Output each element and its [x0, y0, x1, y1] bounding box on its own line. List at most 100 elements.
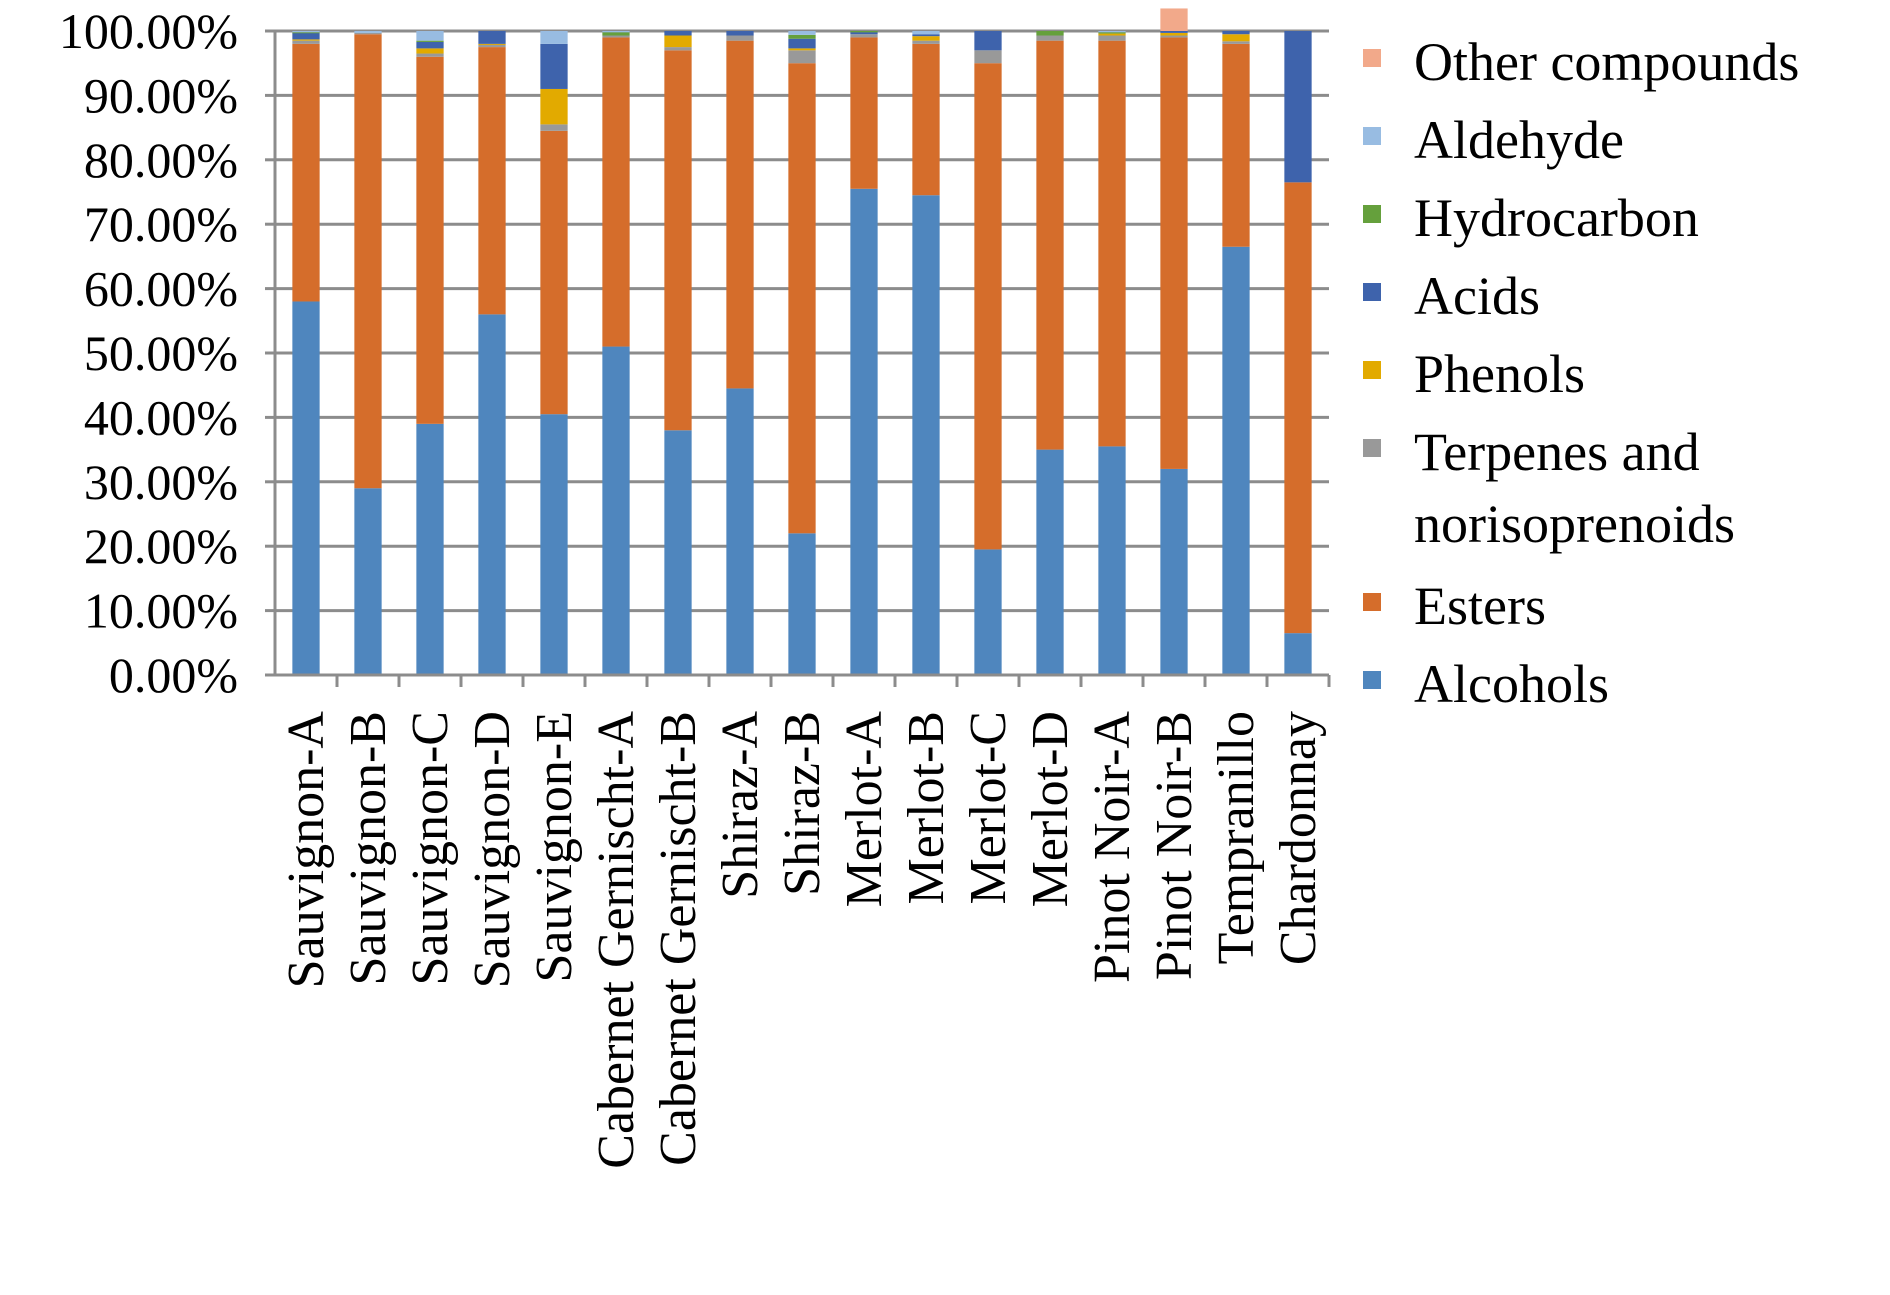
- bar-segment-alcohols: [292, 301, 320, 675]
- bar-segment-acids: [788, 38, 816, 49]
- bar-segment-acids: [1222, 31, 1250, 35]
- y-tick-label: 100.00%: [59, 3, 238, 59]
- bar-segment-terpenes-and-norisoprenoids: [1160, 35, 1188, 38]
- legend-label: Alcohols: [1414, 654, 1609, 714]
- bar-segment-terpenes-and-norisoprenoids: [540, 124, 568, 131]
- bar-segment-phenols: [292, 39, 320, 41]
- x-tick-label: Merlot-D: [1022, 711, 1079, 907]
- legend-swatch-terpenes-and-norisoprenoids: [1363, 439, 1381, 457]
- bar-segment-esters: [912, 43, 940, 196]
- bar-segment-alcohols: [1284, 633, 1312, 675]
- x-tick-label: Shiraz-A: [712, 711, 769, 899]
- legend-label: Hydrocarbon: [1414, 188, 1699, 248]
- bar-segment-phenols: [416, 48, 444, 54]
- bar-segment-aldehyde: [292, 31, 320, 33]
- bar-segment-esters: [664, 50, 692, 431]
- bar-segment-esters: [1284, 182, 1312, 634]
- bar-segment-acids: [974, 31, 1002, 51]
- legend-label: norisoprenoids: [1414, 494, 1735, 554]
- bar-segment-hydrocarbon: [1098, 32, 1126, 34]
- bar-segment-alcohols: [540, 414, 568, 675]
- bar-segment-terpenes-and-norisoprenoids: [416, 53, 444, 57]
- bar-segment-terpenes-and-norisoprenoids: [1036, 35, 1064, 41]
- bar-segment-aldehyde: [1098, 31, 1126, 33]
- bar-segment-terpenes-and-norisoprenoids: [1222, 41, 1250, 44]
- x-tick-label: Chardonnay: [1270, 711, 1327, 965]
- bar-segment-alcohols: [602, 346, 630, 675]
- y-tick-label: 50.00%: [84, 325, 238, 381]
- bar-segment-alcohols: [788, 533, 816, 675]
- bar-segment-terpenes-and-norisoprenoids: [788, 50, 816, 64]
- legend-label: Aldehyde: [1414, 110, 1624, 170]
- bar-segment-acids: [1160, 31, 1188, 33]
- y-tick-label: 0.00%: [109, 647, 238, 703]
- bar-segment-terpenes-and-norisoprenoids: [354, 32, 382, 35]
- bar-segment-terpenes-and-norisoprenoids: [478, 44, 506, 48]
- bar-segment-alcohols: [726, 388, 754, 675]
- y-tick-label: 10.00%: [84, 583, 238, 639]
- bar-segment-alcohols: [478, 314, 506, 675]
- bar-segment-alcohols: [1160, 468, 1188, 675]
- bar-segment-acids: [726, 31, 754, 36]
- x-tick-label: Shiraz-B: [774, 711, 831, 896]
- bar-segment-acids: [664, 31, 692, 36]
- x-tick-label: Sauvignon-E: [526, 711, 583, 983]
- bar-segment-acids: [416, 41, 444, 49]
- legend-swatch-hydrocarbon: [1363, 205, 1381, 223]
- bar-segment-esters: [478, 47, 506, 315]
- x-tick-label: Merlot-C: [960, 711, 1017, 905]
- legend-swatch-aldehyde: [1363, 127, 1381, 145]
- bar-segment-aldehyde: [602, 31, 630, 33]
- bar-segment-alcohols: [1098, 446, 1126, 675]
- bar-segment-esters: [540, 130, 568, 415]
- bar-segment-alcohols: [1036, 449, 1064, 675]
- x-tick-label: Sauvignon-C: [402, 711, 459, 985]
- x-tick-label: Sauvignon-B: [340, 711, 397, 985]
- legend-label: Esters: [1414, 576, 1546, 636]
- bar-segment-phenols: [788, 48, 816, 51]
- bar-segment-hydrocarbon: [416, 40, 444, 42]
- legend-swatch-alcohols: [1363, 671, 1381, 689]
- bar-segment-alcohols: [354, 488, 382, 675]
- bar-segment-alcohols: [850, 188, 878, 675]
- bar-segment-aldehyde: [354, 31, 382, 33]
- y-tick-label: 30.00%: [84, 454, 238, 510]
- bar-segment-esters: [788, 63, 816, 534]
- axes: [265, 29, 1331, 687]
- bar-segment-hydrocarbon: [788, 34, 816, 39]
- bar-segment-acids: [540, 43, 568, 89]
- bar-segment-esters: [726, 40, 754, 389]
- bar-segment-acids: [850, 32, 878, 35]
- bar-segment-hydrocarbon: [292, 32, 320, 34]
- bar-segment-alcohols: [974, 549, 1002, 675]
- bar-segment-aldehyde: [540, 31, 568, 44]
- x-tick-label: Pinot Noir-B: [1146, 711, 1203, 980]
- x-tick-label: Tempranillo: [1208, 711, 1265, 964]
- bar-segment-alcohols: [664, 430, 692, 675]
- bar-segment-terpenes-and-norisoprenoids: [912, 40, 940, 44]
- x-tick-label: Pinot Noir-A: [1084, 711, 1141, 983]
- y-tick-label: 70.00%: [84, 196, 238, 252]
- legend-swatch-other-compounds: [1363, 49, 1381, 67]
- legend-label: Other compounds: [1414, 32, 1799, 92]
- legend-label: Phenols: [1414, 344, 1585, 404]
- bar-segment-esters: [602, 37, 630, 347]
- bar-segment-terpenes-and-norisoprenoids: [1098, 35, 1126, 41]
- x-tick-labels: Sauvignon-A Sauvignon-B Sauvignon-C Sauvign…: [278, 711, 1327, 1169]
- bar-segment-hydrocarbon: [602, 32, 630, 36]
- bar-segment-phenols: [1160, 32, 1188, 36]
- bar-segment-alcohols: [416, 423, 444, 675]
- y-tick-labels: 0.00% 10.00% 20.00% 30.00% 40.00% 50.00% 60.00…: [59, 3, 238, 703]
- bar-segment-aldehyde: [912, 31, 940, 35]
- bar-segment-phenols: [1098, 33, 1126, 36]
- y-tick-label: 90.00%: [84, 67, 238, 123]
- bar-segment-alcohols: [1222, 246, 1250, 676]
- bar-segment-esters: [416, 56, 444, 424]
- x-tick-label: Merlot-A: [836, 711, 893, 908]
- bar-segment-phenols: [664, 35, 692, 48]
- bar-segment-terpenes-and-norisoprenoids: [726, 35, 754, 41]
- bar-segment-terpenes-and-norisoprenoids: [664, 47, 692, 51]
- bar-segment-aldehyde: [788, 31, 816, 35]
- legend-label: Terpenes and: [1414, 422, 1700, 482]
